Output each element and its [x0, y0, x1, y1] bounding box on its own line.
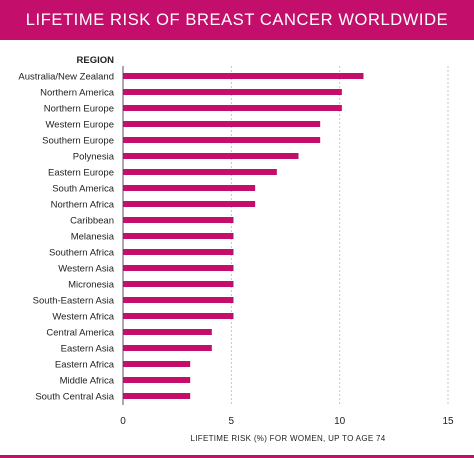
- bar-south-central-asia: [123, 393, 191, 399]
- category-label: Eastern Africa: [55, 360, 115, 371]
- x-tick-label: 0: [120, 416, 126, 427]
- bar-middle-africa: [123, 377, 191, 383]
- bottom-border: [0, 455, 474, 458]
- category-label: Southern Africa: [49, 248, 115, 259]
- category-label: South America: [52, 184, 114, 195]
- category-label: Melanesia: [71, 232, 115, 243]
- category-label: Northern Africa: [51, 200, 115, 211]
- x-tick-label: 15: [442, 416, 454, 427]
- bar-australia-new-zealand: [123, 73, 364, 79]
- bar-northern-europe: [123, 105, 342, 111]
- x-axis-label: LIFETIME RISK (%) FOR WOMEN, UP TO AGE 7…: [191, 434, 386, 443]
- bar-central-america: [123, 329, 212, 335]
- bar-southern-europe: [123, 137, 321, 143]
- title-bar: LIFETIME RISK OF BREAST CANCER WORLDWIDE: [0, 0, 474, 40]
- category-label: Eastern Europe: [48, 168, 114, 179]
- bar-eastern-europe: [123, 169, 277, 175]
- bar-south-eastern-asia: [123, 297, 234, 303]
- x-tick-label: 10: [334, 416, 346, 427]
- bar-south-america: [123, 185, 256, 191]
- category-label: South-Eastern Asia: [33, 296, 115, 307]
- bar-caribbean: [123, 217, 234, 223]
- category-header: REGION: [77, 55, 115, 66]
- bar-northern-africa: [123, 201, 256, 207]
- category-label: Eastern Asia: [61, 344, 115, 355]
- bar-eastern-africa: [123, 361, 191, 367]
- bar-northern-america: [123, 89, 342, 95]
- bar-polynesia: [123, 153, 299, 159]
- category-label: Micronesia: [68, 280, 115, 291]
- category-label: Western Africa: [52, 312, 114, 323]
- category-label: Middle Africa: [60, 376, 115, 387]
- category-label: Polynesia: [73, 152, 115, 163]
- category-label: Northern America: [40, 88, 115, 99]
- bars: [123, 73, 364, 399]
- x-tick-labels: 0 5 10 15: [120, 416, 454, 427]
- category-label: Australia/New Zealand: [18, 72, 114, 83]
- bar-micronesia: [123, 281, 234, 287]
- bar-melanesia: [123, 233, 234, 239]
- category-label: Central America: [46, 328, 114, 339]
- bar-southern-africa: [123, 249, 234, 255]
- bar-eastern-asia: [123, 345, 212, 351]
- category-label: Southern Europe: [42, 136, 114, 147]
- category-label: Caribbean: [70, 216, 114, 227]
- category-label: Western Asia: [58, 264, 115, 275]
- bar-western-asia: [123, 265, 234, 271]
- category-labels: Australia/New Zealand Northern America Nor…: [18, 72, 114, 403]
- bar-western-africa: [123, 313, 234, 319]
- x-tick-label: 5: [229, 416, 235, 427]
- category-label: Northern Europe: [44, 104, 114, 115]
- bar-western-europe: [123, 121, 321, 127]
- category-label: Western Europe: [46, 120, 114, 131]
- chart-title: LIFETIME RISK OF BREAST CANCER WORLDWIDE: [25, 10, 449, 29]
- category-label: South Central Asia: [35, 392, 114, 403]
